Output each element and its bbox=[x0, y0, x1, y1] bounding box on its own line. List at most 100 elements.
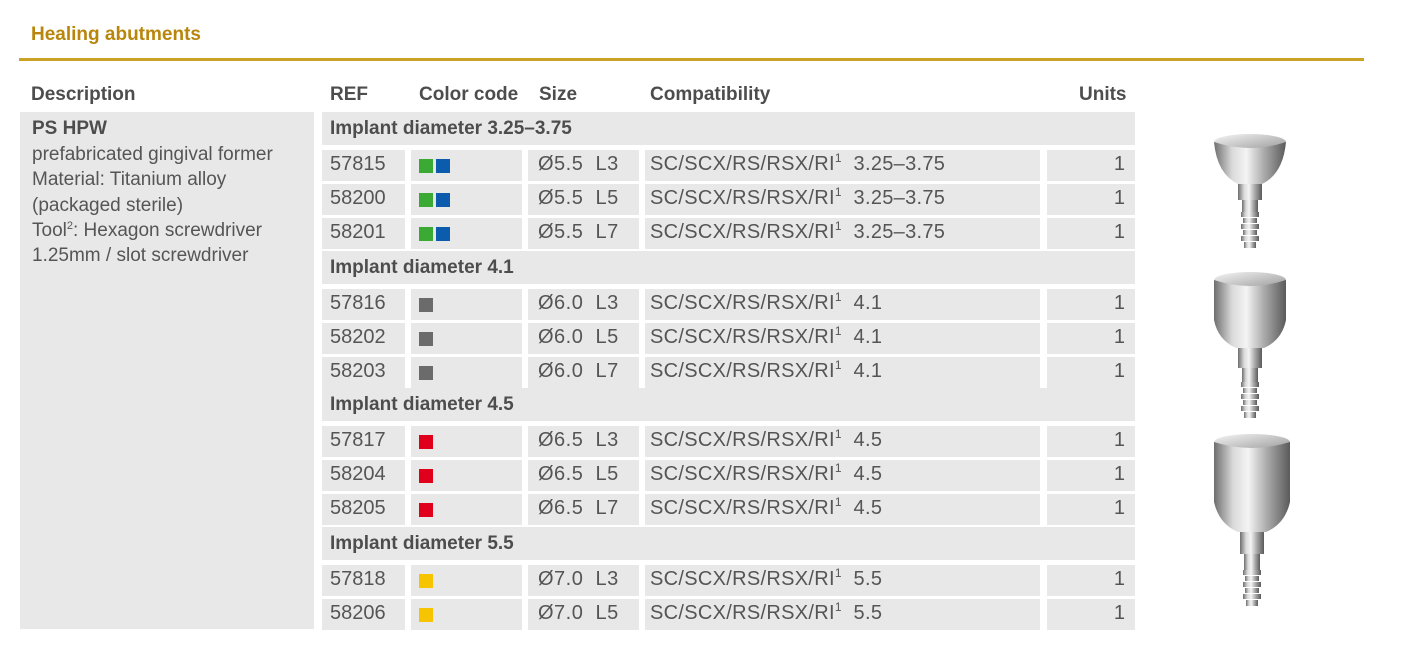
units-value: 1 bbox=[1113, 463, 1125, 485]
compatibility-diameter: 5.5 bbox=[853, 568, 883, 590]
compatibility-diameter: 3.25–3.75 bbox=[853, 221, 946, 243]
size-cell: Ø7.0 L3 bbox=[528, 565, 639, 596]
units-cell: 1 bbox=[1047, 357, 1135, 388]
table-row: 58203 Ø6.0 L7 SC/SCX/RS/RSX/RI1 4.1 1 bbox=[322, 357, 1135, 388]
product-description: prefabricated gingival former Material: … bbox=[32, 142, 273, 268]
description-line: Tool2: Hexagon screwdriver bbox=[32, 218, 273, 243]
header-units: Units bbox=[1079, 84, 1127, 105]
units-value: 1 bbox=[1113, 602, 1125, 624]
color-swatch bbox=[419, 193, 433, 207]
title-rule bbox=[19, 58, 1364, 61]
compatibility-cell: SC/SCX/RS/RSX/RI1 4.5 bbox=[645, 426, 1040, 457]
ref-cell: 58206 bbox=[322, 599, 405, 630]
size-value: Ø6.5 L3 bbox=[538, 429, 619, 451]
color-code-cell bbox=[411, 460, 522, 491]
footnote-marker: 1 bbox=[834, 566, 842, 580]
compatibility-diameter: 4.5 bbox=[853, 429, 883, 451]
compatibility-systems: SC/SCX/RS/RSX/RI bbox=[650, 360, 835, 382]
table-row: 57817 Ø6.5 L3 SC/SCX/RS/RSX/RI1 4.5 1 bbox=[322, 426, 1135, 457]
size-value: Ø7.0 L5 bbox=[538, 602, 619, 624]
size-value: Ø6.0 L5 bbox=[538, 326, 619, 348]
product-name: PS HPW bbox=[32, 118, 107, 139]
compatibility-cell: SC/SCX/RS/RSX/RI1 3.25–3.75 bbox=[645, 150, 1040, 181]
ref-cell: 58203 bbox=[322, 357, 405, 388]
compatibility-diameter: 3.25–3.75 bbox=[853, 187, 946, 209]
ref-cell: 57816 bbox=[322, 289, 405, 320]
footnote-marker: 1 bbox=[834, 358, 842, 372]
color-code-cell bbox=[411, 323, 522, 354]
description-line: (packaged sterile) bbox=[32, 194, 184, 216]
color-code-cell bbox=[411, 357, 522, 388]
size-value: Ø6.0 L7 bbox=[538, 360, 619, 382]
header-size: Size bbox=[539, 84, 578, 105]
color-code-cell bbox=[411, 599, 522, 630]
units-cell: 1 bbox=[1047, 218, 1135, 249]
compatibility-cell: SC/SCX/RS/RSX/RI1 3.25–3.75 bbox=[645, 218, 1040, 249]
ref-number: 57815 bbox=[330, 153, 386, 175]
size-cell: Ø6.0 L3 bbox=[528, 289, 639, 320]
ref-cell: 58200 bbox=[322, 184, 405, 215]
units-value: 1 bbox=[1113, 221, 1125, 243]
units-value: 1 bbox=[1113, 497, 1125, 519]
group-label: Implant diameter 4.1 bbox=[330, 257, 514, 278]
healing-abutment-large-icon bbox=[1214, 434, 1290, 606]
color-swatch bbox=[419, 366, 433, 380]
units-value: 1 bbox=[1113, 187, 1125, 209]
size-value: Ø6.5 L7 bbox=[538, 497, 619, 519]
ref-number: 58205 bbox=[330, 497, 386, 519]
compatibility-diameter: 4.5 bbox=[853, 497, 883, 519]
group-header-row: Implant diameter 5.5 bbox=[322, 527, 1135, 560]
section-title: Healing abutments bbox=[31, 24, 201, 45]
size-value: Ø5.5 L7 bbox=[538, 221, 619, 243]
color-swatch bbox=[419, 159, 433, 173]
compatibility-systems: SC/SCX/RS/RSX/RI bbox=[650, 153, 835, 175]
units-cell: 1 bbox=[1047, 323, 1135, 354]
compatibility-diameter: 4.5 bbox=[853, 463, 883, 485]
ref-cell: 58205 bbox=[322, 494, 405, 525]
size-cell: Ø6.5 L7 bbox=[528, 494, 639, 525]
color-swatch bbox=[419, 469, 433, 483]
compatibility-cell: SC/SCX/RS/RSX/RI1 4.5 bbox=[645, 460, 1040, 491]
size-cell: Ø6.0 L5 bbox=[528, 323, 639, 354]
table-row: 58201 Ø5.5 L7 SC/SCX/RS/RSX/RI1 3.25–3.75 1 bbox=[322, 218, 1135, 249]
size-value: Ø5.5 L5 bbox=[538, 187, 619, 209]
units-cell: 1 bbox=[1047, 426, 1135, 457]
color-swatch bbox=[419, 435, 433, 449]
ref-cell: 58202 bbox=[322, 323, 405, 354]
compatibility-diameter: 3.25–3.75 bbox=[853, 153, 946, 175]
size-cell: Ø5.5 L7 bbox=[528, 218, 639, 249]
units-value: 1 bbox=[1113, 568, 1125, 590]
units-cell: 1 bbox=[1047, 565, 1135, 596]
units-cell: 1 bbox=[1047, 184, 1135, 215]
ref-number: 57816 bbox=[330, 292, 386, 314]
group-label: Implant diameter 5.5 bbox=[330, 533, 514, 554]
color-swatch bbox=[419, 298, 433, 312]
healing-abutment-medium-icon bbox=[1214, 272, 1286, 418]
color-swatch bbox=[436, 193, 450, 207]
footnote-marker: 1 bbox=[834, 600, 842, 614]
compatibility-diameter: 4.1 bbox=[853, 292, 883, 314]
compatibility-cell: SC/SCX/RS/RSX/RI1 4.1 bbox=[645, 357, 1040, 388]
compatibility-diameter: 4.1 bbox=[853, 360, 883, 382]
compatibility-systems: SC/SCX/RS/RSX/RI bbox=[650, 292, 835, 314]
ref-number: 57817 bbox=[330, 429, 386, 451]
tool-value: : Hexagon screwdriver bbox=[72, 219, 263, 241]
header-ref: REF bbox=[330, 84, 368, 105]
table-row: 57818 Ø7.0 L3 SC/SCX/RS/RSX/RI1 5.5 1 bbox=[322, 565, 1135, 596]
ref-number: 58201 bbox=[330, 221, 386, 243]
header-color-code: Color code bbox=[419, 84, 519, 105]
group-label: Implant diameter 4.5 bbox=[330, 394, 514, 415]
units-value: 1 bbox=[1113, 292, 1125, 314]
ref-cell: 58204 bbox=[322, 460, 405, 491]
compatibility-systems: SC/SCX/RS/RSX/RI bbox=[650, 326, 835, 348]
ref-number: 58206 bbox=[330, 602, 386, 624]
table-row: 58206 Ø7.0 L5 SC/SCX/RS/RSX/RI1 5.5 1 bbox=[322, 599, 1135, 630]
size-value: Ø5.5 L3 bbox=[538, 153, 619, 175]
units-cell: 1 bbox=[1047, 599, 1135, 630]
color-swatch bbox=[419, 227, 433, 241]
description-line: Material: Titanium alloy bbox=[32, 169, 227, 191]
color-code-cell bbox=[411, 426, 522, 457]
color-swatch bbox=[436, 159, 450, 173]
table-row: 57815 Ø5.5 L3 SC/SCX/RS/RSX/RI1 3.25–3.75 1 bbox=[322, 150, 1135, 181]
color-swatch bbox=[419, 574, 433, 588]
